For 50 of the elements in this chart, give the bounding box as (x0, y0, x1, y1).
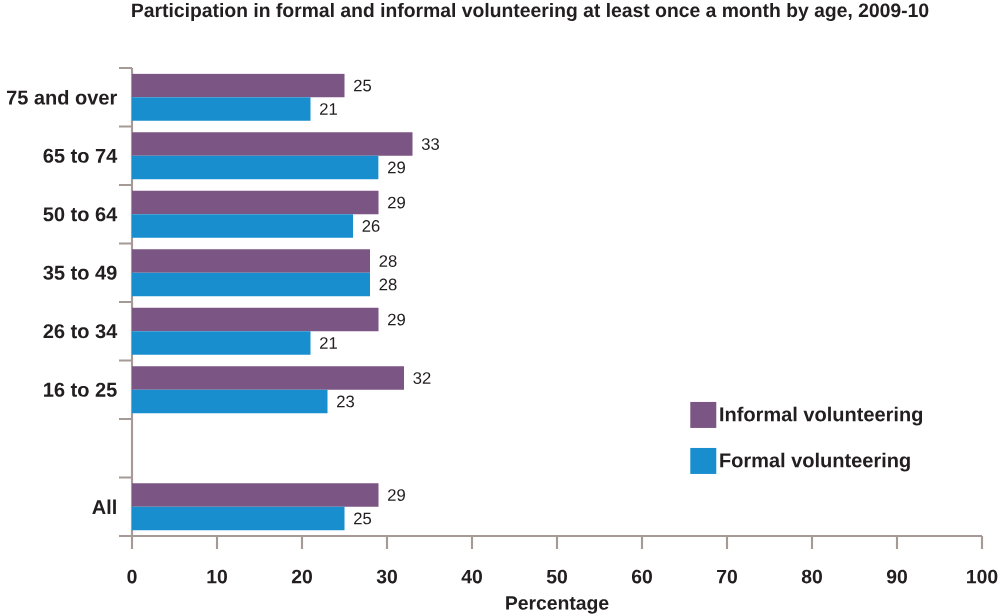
data-label: 25 (354, 79, 372, 92)
y-tick-label: 65 to 74 (43, 148, 118, 163)
bar (132, 155, 379, 180)
y-tick-label: 26 to 34 (43, 324, 118, 339)
data-label: 28 (379, 278, 397, 291)
bar (132, 97, 311, 121)
bar (132, 506, 345, 531)
x-tick-label: 10 (207, 569, 227, 584)
x-tick-label: 20 (291, 569, 312, 584)
data-label: 21 (320, 103, 337, 115)
bar (132, 483, 379, 507)
x-tick-label: 50 (546, 569, 567, 584)
bar (132, 249, 370, 273)
data-label: 28 (379, 255, 397, 267)
legend-label: Formal volunteering (720, 452, 910, 472)
bar (132, 190, 379, 215)
chart-title: Participation in formal and informal volunteering at least once a month by age, 2009-10 (132, 2, 929, 22)
x-tick-label: 70 (717, 569, 737, 584)
data-label: 29 (388, 196, 405, 209)
x-tick-label: 30 (376, 569, 397, 584)
data-label: 23 (337, 395, 355, 408)
data-label: 29 (388, 489, 405, 501)
data-label: 32 (413, 372, 431, 384)
x-axis-title: Percentage (506, 596, 609, 614)
x-tick-label: 100 (967, 569, 998, 584)
bar (132, 73, 345, 98)
x-tick-label: 60 (631, 569, 652, 584)
x-tick-label: 0 (127, 569, 137, 584)
data-label: 33 (421, 138, 440, 150)
data-label: 29 (388, 313, 405, 326)
bar (132, 366, 404, 390)
x-tick-label: 90 (886, 569, 907, 584)
x-tick-label: 40 (461, 569, 482, 584)
bar (132, 307, 379, 332)
bar (132, 272, 370, 297)
data-label: 21 (320, 337, 337, 349)
bar (132, 214, 353, 238)
y-tick-label: 16 to 25 (44, 382, 117, 397)
bar (132, 331, 311, 355)
bar (132, 389, 328, 414)
data-label: 29 (388, 161, 405, 174)
bar (132, 132, 413, 156)
y-tick-label: 50 to 64 (43, 207, 118, 222)
data-label: 26 (362, 220, 380, 232)
y-tick-label: 75 and over (6, 89, 117, 105)
x-tick-label: 80 (801, 569, 822, 584)
legend-label: Informal volunteering (720, 406, 923, 426)
y-tick-label: 35 to 49 (43, 265, 117, 280)
data-label: 25 (354, 512, 372, 525)
y-tick-label: All (92, 499, 116, 514)
